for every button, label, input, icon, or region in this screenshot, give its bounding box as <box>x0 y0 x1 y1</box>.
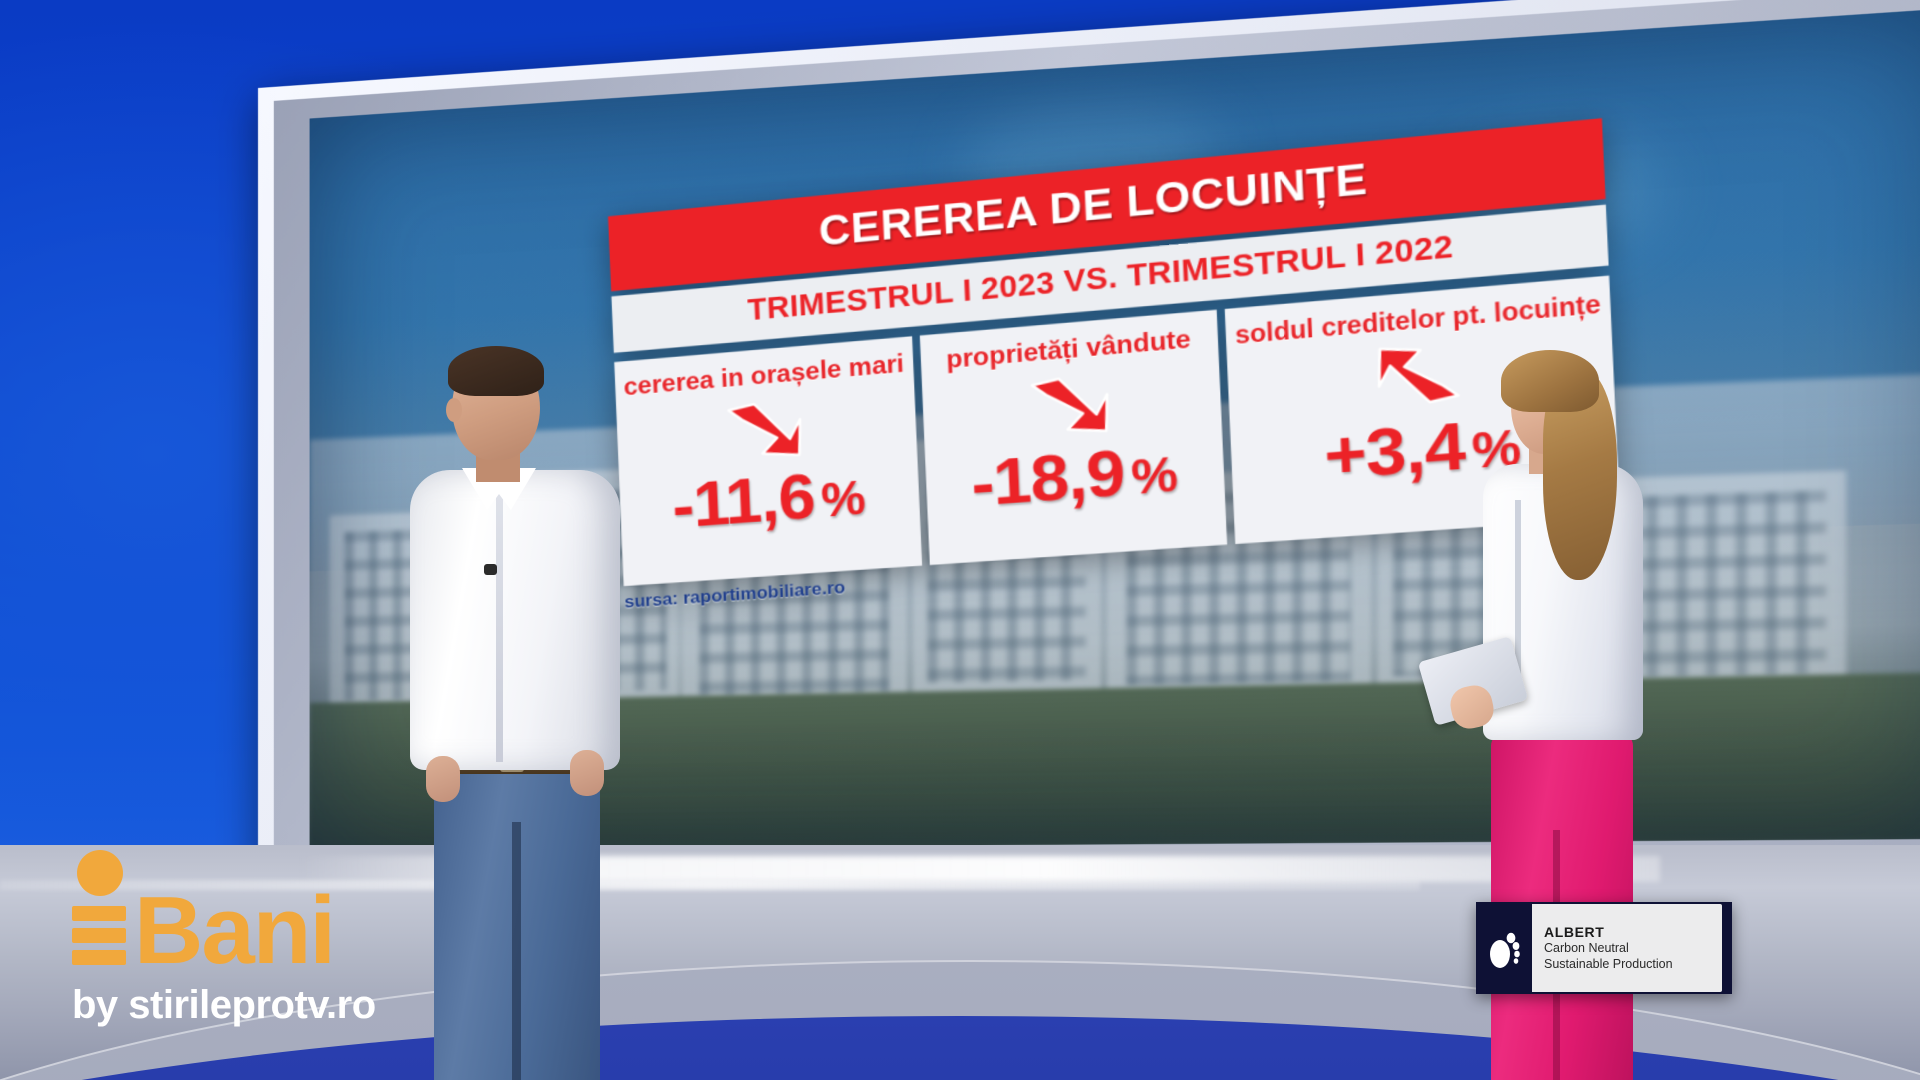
logo-bars-icon <box>72 850 128 971</box>
stat-value-number: -11,6 <box>670 460 816 543</box>
guest-shirt <box>410 470 620 770</box>
logo-subtitle: by stirileprotv.ro <box>72 983 376 1027</box>
sustainability-badge: ALBERT Carbon Neutral Sustainable Produc… <box>1476 902 1732 994</box>
down-arrow-icon <box>722 394 809 470</box>
logo-row: Bani <box>72 850 376 985</box>
logo-wordmark: Bani <box>134 877 336 985</box>
guest-male <box>400 346 630 1080</box>
stat-card-demand-big-cities: cererea in orașele mari -11,6% <box>614 336 922 587</box>
sustainability-badge-title: ALBERT <box>1544 923 1605 940</box>
stat-card-label: proprietăți vândute <box>945 324 1192 375</box>
logo-dot-icon <box>77 850 123 896</box>
sustainability-badge-line2: Sustainable Production <box>1544 957 1673 971</box>
up-arrow-icon <box>1370 338 1466 419</box>
stat-card-properties-sold: proprietăți vândute -18,9% <box>919 309 1228 566</box>
lapel-microphone-icon <box>484 564 497 575</box>
stat-value-number: +3,4 <box>1322 408 1467 495</box>
stat-card-value: -18,9% <box>970 436 1178 521</box>
down-arrow-icon <box>1025 368 1116 446</box>
studio-video-wall: CEREREA DE LOCUINȚE TRIMESTRUL I 2023 VS… <box>258 0 1920 879</box>
host-female <box>1417 350 1665 1080</box>
stat-value-unit: % <box>1129 445 1178 505</box>
footprint-icon <box>1476 925 1532 971</box>
stat-value-number: -18,9 <box>969 435 1126 521</box>
guest-hand-left <box>426 756 460 802</box>
stat-card-value: -11,6% <box>671 460 866 542</box>
stat-value-unit: % <box>819 469 866 528</box>
sustainability-badge-line1: Carbon Neutral <box>1544 940 1629 955</box>
logo-bar <box>72 928 126 943</box>
guest-ear <box>446 398 462 422</box>
logo-bar <box>72 906 126 921</box>
guest-shirt-placket <box>496 482 503 762</box>
guest-jeans-seam <box>512 822 521 1080</box>
infographic-cards: cererea in orașele mari -11,6% proprietă… <box>614 275 1621 587</box>
guest-hair <box>448 346 544 396</box>
logo-bar <box>72 950 126 965</box>
host-blouse-fold <box>1515 500 1521 690</box>
sustainability-badge-plate: ALBERT Carbon Neutral Sustainable Produc… <box>1532 904 1722 992</box>
host-hair-top <box>1501 350 1599 412</box>
stat-card-label: cererea in orașele mari <box>623 349 905 402</box>
video-wall-display: CEREREA DE LOCUINȚE TRIMESTRUL I 2023 VS… <box>309 7 1920 850</box>
channel-logo: Bani by stirileprotv.ro <box>72 850 376 1028</box>
infographic-panel: CEREREA DE LOCUINȚE TRIMESTRUL I 2023 VS… <box>607 118 1622 613</box>
guest-hand-right <box>570 750 604 796</box>
floor-edge-line <box>0 880 1420 890</box>
